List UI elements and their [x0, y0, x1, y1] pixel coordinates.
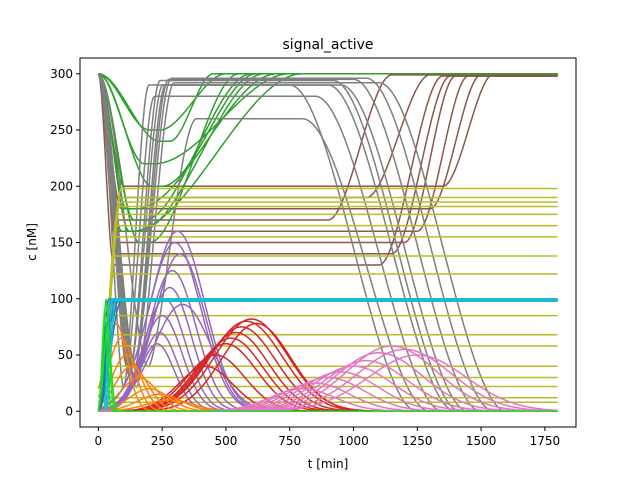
- x-tick-label: 0: [95, 434, 103, 448]
- series-line-olive: [98, 365, 558, 412]
- series-line-olive: [98, 201, 558, 412]
- series-line-olive: [98, 345, 558, 412]
- y-axis: 0 50 100 150 200 250 300: [50, 67, 80, 418]
- y-tick-label: 300: [50, 67, 73, 81]
- x-axis-label: t [min]: [308, 457, 349, 471]
- y-tick-label: 250: [50, 123, 73, 137]
- series-line-brown: [97, 73, 558, 187]
- y-tick-label: 150: [50, 236, 73, 250]
- series-layer: [97, 73, 558, 412]
- chart-title: signal_active: [283, 37, 374, 53]
- x-tick-label: 1250: [402, 434, 433, 448]
- series-line-green: [98, 73, 558, 187]
- series-line-olive: [98, 187, 558, 412]
- series-line-cyan: [98, 299, 558, 412]
- series-line-olive: [98, 273, 558, 412]
- series-line-olive: [98, 196, 558, 412]
- x-axis: 0 250 500 750 1000 1250 1500 1750: [95, 427, 561, 448]
- series-line-cyan: [98, 300, 558, 412]
- series-line-brown: [97, 73, 558, 255]
- y-tick-label: 100: [50, 292, 73, 306]
- series-line-olive: [98, 314, 558, 412]
- x-tick-label: 1000: [338, 434, 369, 448]
- x-tick-label: 250: [151, 434, 174, 448]
- y-tick-label: 50: [58, 348, 73, 362]
- x-tick-label: 1500: [466, 434, 497, 448]
- series-line-olive: [98, 236, 558, 412]
- x-tick-label: 500: [214, 434, 237, 448]
- series-line-lime: [97, 326, 558, 412]
- series-line-cyan: [98, 298, 558, 412]
- series-line-olive: [98, 205, 558, 412]
- series-line-olive: [98, 224, 558, 412]
- series-line-olive: [98, 213, 558, 412]
- y-tick-label: 0: [65, 404, 73, 418]
- x-tick-label: 750: [278, 434, 301, 448]
- x-tick-label: 1750: [530, 434, 561, 448]
- y-tick-label: 200: [50, 179, 73, 193]
- y-axis-label: c [nM]: [25, 223, 39, 261]
